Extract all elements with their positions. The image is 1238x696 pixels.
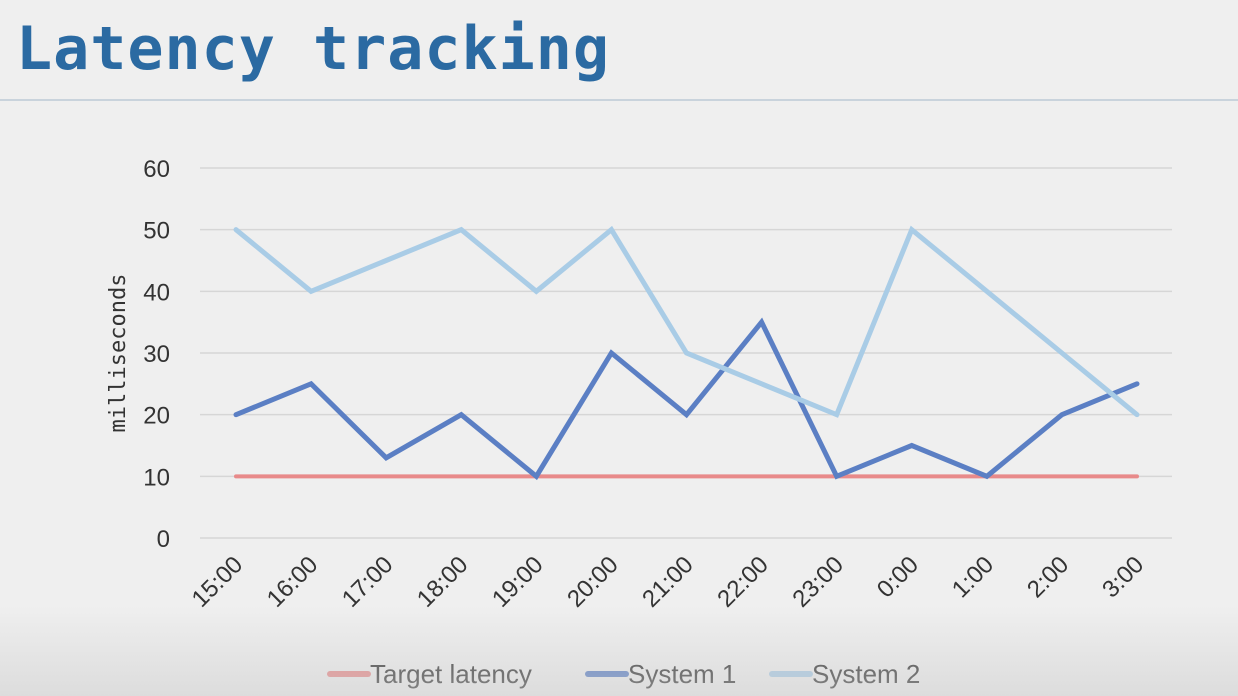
x-tick-label: 23:00 — [787, 551, 849, 613]
page-title: Latency tracking — [16, 14, 610, 84]
y-axis-label: milliseconds — [106, 274, 131, 433]
x-tick-label: 18:00 — [412, 551, 474, 613]
y-tick-label: 10 — [143, 464, 170, 491]
y-tick-label: 20 — [143, 403, 170, 430]
x-tick-label: 20:00 — [562, 551, 624, 613]
title-divider — [0, 99, 1238, 101]
x-axis-ticks: 15:00 16:00 17:00 18:00 19:00 20:00 21:00 22:00… — [187, 551, 1150, 613]
legend: Target latency System 1 System 2 — [327, 659, 920, 689]
legend-label-target-latency: Target latency — [370, 659, 532, 689]
x-tick-label: 22:00 — [712, 551, 774, 613]
series-line-system-2 — [233, 225, 1140, 418]
x-tick-label: 17:00 — [337, 551, 399, 613]
series-system-2 — [233, 225, 1140, 418]
y-axis-ticks: 0 10 20 30 40 50 60 — [143, 156, 170, 553]
y-tick-label: 60 — [143, 156, 170, 183]
x-tick-label: 15:00 — [187, 551, 249, 613]
x-tick-label: 1:00 — [947, 551, 999, 603]
x-tick-label: 2:00 — [1022, 551, 1074, 603]
x-tick-label: 21:00 — [637, 551, 699, 613]
series-lines — [233, 225, 1140, 481]
legend-label-system-1: System 1 — [628, 659, 736, 689]
x-tick-label: 16:00 — [262, 551, 324, 613]
x-tick-label: 3:00 — [1097, 551, 1149, 603]
y-tick-label: 0 — [157, 526, 170, 553]
y-tick-label: 50 — [143, 218, 170, 245]
x-tick-label: 19:00 — [487, 551, 549, 613]
y-tick-label: 40 — [143, 279, 170, 306]
legend-label-system-2: System 2 — [812, 659, 920, 689]
series-system-1 — [233, 317, 1140, 481]
x-tick-label: 0:00 — [872, 551, 924, 603]
series-line-system-1 — [233, 317, 1140, 481]
y-tick-label: 30 — [143, 341, 170, 368]
